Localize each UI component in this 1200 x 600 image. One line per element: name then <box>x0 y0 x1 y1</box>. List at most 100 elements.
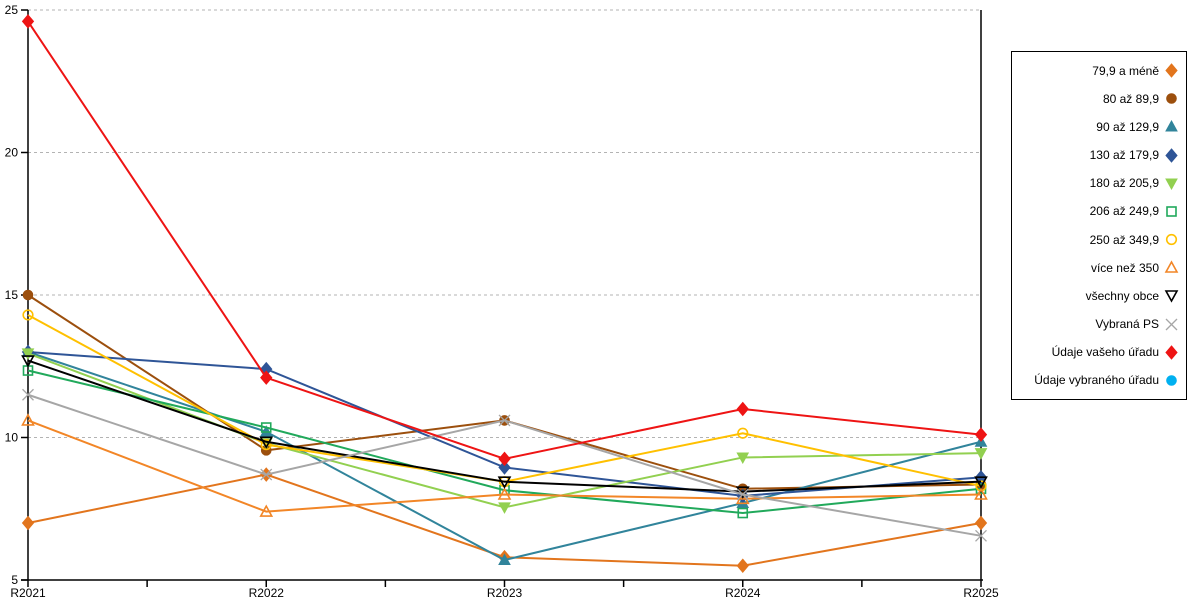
data-point-marker <box>1165 63 1178 78</box>
data-point-marker <box>259 436 274 449</box>
x-axis-label: R2021 <box>10 586 46 600</box>
data-point-marker <box>974 515 988 531</box>
legend-item-label: všechny obce <box>1085 288 1159 303</box>
legend-item-label: Vybraná PS <box>1095 317 1159 332</box>
data-point-marker <box>1166 375 1177 386</box>
legend-marker-icon <box>1164 290 1179 304</box>
data-point-marker <box>736 558 749 574</box>
legend-item: 206 až 249,9 <box>1012 204 1186 219</box>
data-point-marker <box>1165 318 1178 331</box>
data-point-marker <box>260 422 272 433</box>
legend-item-label: 250 až 349,9 <box>1089 232 1159 247</box>
legend-item-label: 90 až 129,9 <box>1096 119 1159 134</box>
data-point-marker <box>497 476 512 489</box>
series-v-echny-obce <box>21 355 988 499</box>
legend-item-label: Údaje vybraného úřadu <box>1034 373 1159 388</box>
series-v-ce-ne-350 <box>21 413 988 517</box>
data-point-marker <box>22 388 34 401</box>
data-point-marker <box>1165 120 1178 132</box>
series--daje-va-eho-adu <box>21 14 988 467</box>
data-point-marker <box>1164 260 1179 274</box>
data-point-marker <box>736 401 749 417</box>
data-point-marker <box>21 515 35 531</box>
data-point-marker <box>498 451 511 467</box>
legend-marker-icon <box>1165 233 1178 246</box>
legend-item: 80 až 89,9 <box>1012 91 1186 106</box>
data-point-marker <box>974 427 988 442</box>
data-point-marker <box>498 460 511 475</box>
legend-item: Údaje vybraného úřadu <box>1012 373 1186 388</box>
data-point-marker <box>735 491 750 505</box>
chart-legend: 79,9 a méně 80 až 89,9 90 až 129,9 130 až 1… <box>1011 51 1187 400</box>
series-vybran-ps <box>22 388 987 542</box>
data-point-marker <box>21 14 35 29</box>
legend-marker-icon <box>1164 260 1179 274</box>
y-axis-label: 20 <box>5 146 19 160</box>
y-axis-label: 15 <box>5 288 19 302</box>
legend-item: 90 až 129,9 <box>1012 119 1186 134</box>
data-point-marker <box>1165 344 1178 360</box>
data-point-marker <box>259 504 274 517</box>
legend-marker-icon <box>1165 147 1178 163</box>
x-axis-label: R2022 <box>249 586 285 600</box>
legend-item-label: více než 350 <box>1090 260 1159 275</box>
legend-item: 250 až 349,9 <box>1012 232 1186 247</box>
legend-item-label: 130 až 179,9 <box>1089 148 1159 163</box>
legend-item: 130 až 179,9 <box>1012 147 1186 163</box>
data-point-marker <box>737 427 749 439</box>
data-point-marker <box>498 553 511 566</box>
data-point-marker <box>260 370 273 385</box>
legend-marker-icon <box>1166 93 1177 104</box>
data-point-marker <box>974 476 988 489</box>
data-point-marker <box>1164 290 1179 304</box>
legend-item-label: 79,9 a méně <box>1092 63 1159 78</box>
data-point-marker <box>22 309 34 321</box>
data-point-marker <box>974 487 988 500</box>
data-point-marker <box>260 439 272 451</box>
data-point-marker <box>975 529 987 542</box>
data-point-marker <box>975 480 987 492</box>
data-point-marker <box>737 507 749 519</box>
legend-item: Údaje vašeho úřadu <box>1012 344 1186 360</box>
data-point-marker <box>498 414 511 427</box>
data-point-marker <box>1165 178 1178 190</box>
legend-item-label: 80 až 89,9 <box>1102 91 1159 106</box>
legend-marker-icon <box>1165 178 1178 190</box>
series-line <box>27 419 982 513</box>
legend-item-label: 180 až 205,9 <box>1089 176 1159 191</box>
legend-marker-icon <box>1165 63 1178 78</box>
data-point-marker <box>21 413 35 426</box>
data-point-marker <box>1166 206 1177 217</box>
legend-marker-icon <box>1165 344 1178 360</box>
data-point-marker <box>1165 233 1178 246</box>
data-point-marker <box>260 468 273 481</box>
y-axis-label: 10 <box>5 431 19 445</box>
legend-item-label: 206 až 249,9 <box>1089 204 1159 219</box>
y-axis-label: 5 <box>11 573 18 587</box>
data-point-marker <box>498 502 511 514</box>
legend-item: 180 až 205,9 <box>1012 176 1186 191</box>
data-point-marker <box>21 348 35 360</box>
series-line <box>27 352 982 509</box>
legend-marker-icon <box>1166 375 1177 386</box>
series-line <box>27 359 982 493</box>
data-point-marker <box>736 452 750 464</box>
data-point-marker <box>22 289 34 301</box>
x-axis-label: R2025 <box>963 586 999 600</box>
x-axis-label: R2023 <box>487 586 523 600</box>
data-point-marker <box>974 448 988 460</box>
legend-item: 79,9 a méně <box>1012 63 1186 78</box>
legend-marker-icon <box>1165 120 1178 132</box>
legend-item: více než 350 <box>1012 260 1186 275</box>
legend-item-label: Údaje vašeho úřadu <box>1051 345 1159 360</box>
data-point-marker <box>736 488 749 501</box>
legend-marker-icon <box>1166 206 1177 217</box>
data-point-marker <box>21 355 35 368</box>
legend-item: Vybraná PS <box>1012 317 1186 332</box>
data-point-marker <box>1166 93 1177 104</box>
x-axis-label: R2024 <box>725 586 761 600</box>
legend-item: všechny obce <box>1012 288 1186 304</box>
data-point-marker <box>497 487 512 500</box>
